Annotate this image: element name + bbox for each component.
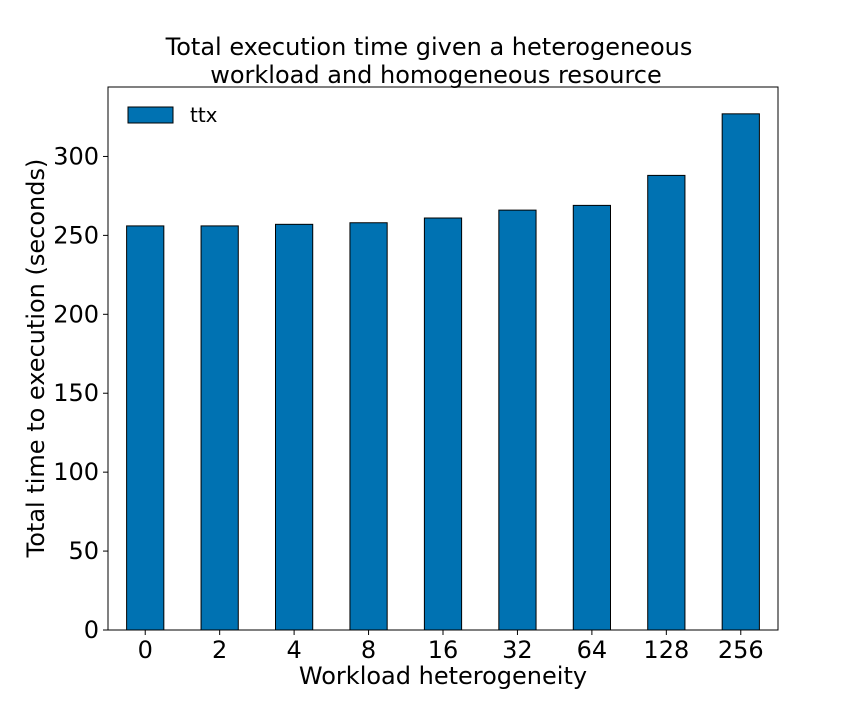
bar-16 <box>423 217 463 631</box>
bar-4 <box>275 223 314 631</box>
x-axis-label: Workload heterogeneity <box>299 662 587 690</box>
x-ticks-group: 0 2 4 8 16 32 64 128 256 <box>138 630 764 664</box>
x-tick-label: 2 <box>212 636 227 664</box>
bar-0 <box>126 225 165 631</box>
bars-group <box>126 113 760 631</box>
bar-128 <box>647 174 686 631</box>
x-tick-label: 32 <box>502 636 533 664</box>
y-tick-label: 250 <box>53 221 99 249</box>
y-tick-label: 100 <box>53 458 99 486</box>
y-axis-label: Total time to execution (seconds) <box>22 159 50 559</box>
x-tick-label: 128 <box>643 636 689 664</box>
chart-title-line-1: Total execution time given a heterogeneo… <box>165 33 693 61</box>
x-tick-label: 0 <box>138 636 153 664</box>
y-tick-label: 200 <box>53 300 99 328</box>
x-tick-label: 256 <box>718 636 764 664</box>
y-tick-label: 300 <box>53 142 99 170</box>
x-tick-label: 64 <box>577 636 608 664</box>
y-tick-label: 0 <box>84 616 99 644</box>
bar-8 <box>349 222 388 631</box>
x-tick-label: 8 <box>361 636 376 664</box>
legend-label: ttx <box>190 103 218 127</box>
legend-swatch <box>127 106 174 124</box>
x-tick-label: 16 <box>428 636 459 664</box>
y-tick-label: 50 <box>68 537 99 565</box>
legend: ttx <box>127 103 218 127</box>
bar-256 <box>721 113 760 631</box>
bar-2 <box>200 225 239 631</box>
plot-frame <box>107 86 779 631</box>
chart-title-line-2: workload and homogeneous resource <box>210 61 662 89</box>
bar-64 <box>572 204 611 631</box>
x-tick-label: 4 <box>286 636 301 664</box>
y-ticks-group: 0 50 100 150 200 250 300 <box>53 142 108 644</box>
bar-32 <box>498 209 537 631</box>
y-tick-label: 150 <box>53 379 99 407</box>
